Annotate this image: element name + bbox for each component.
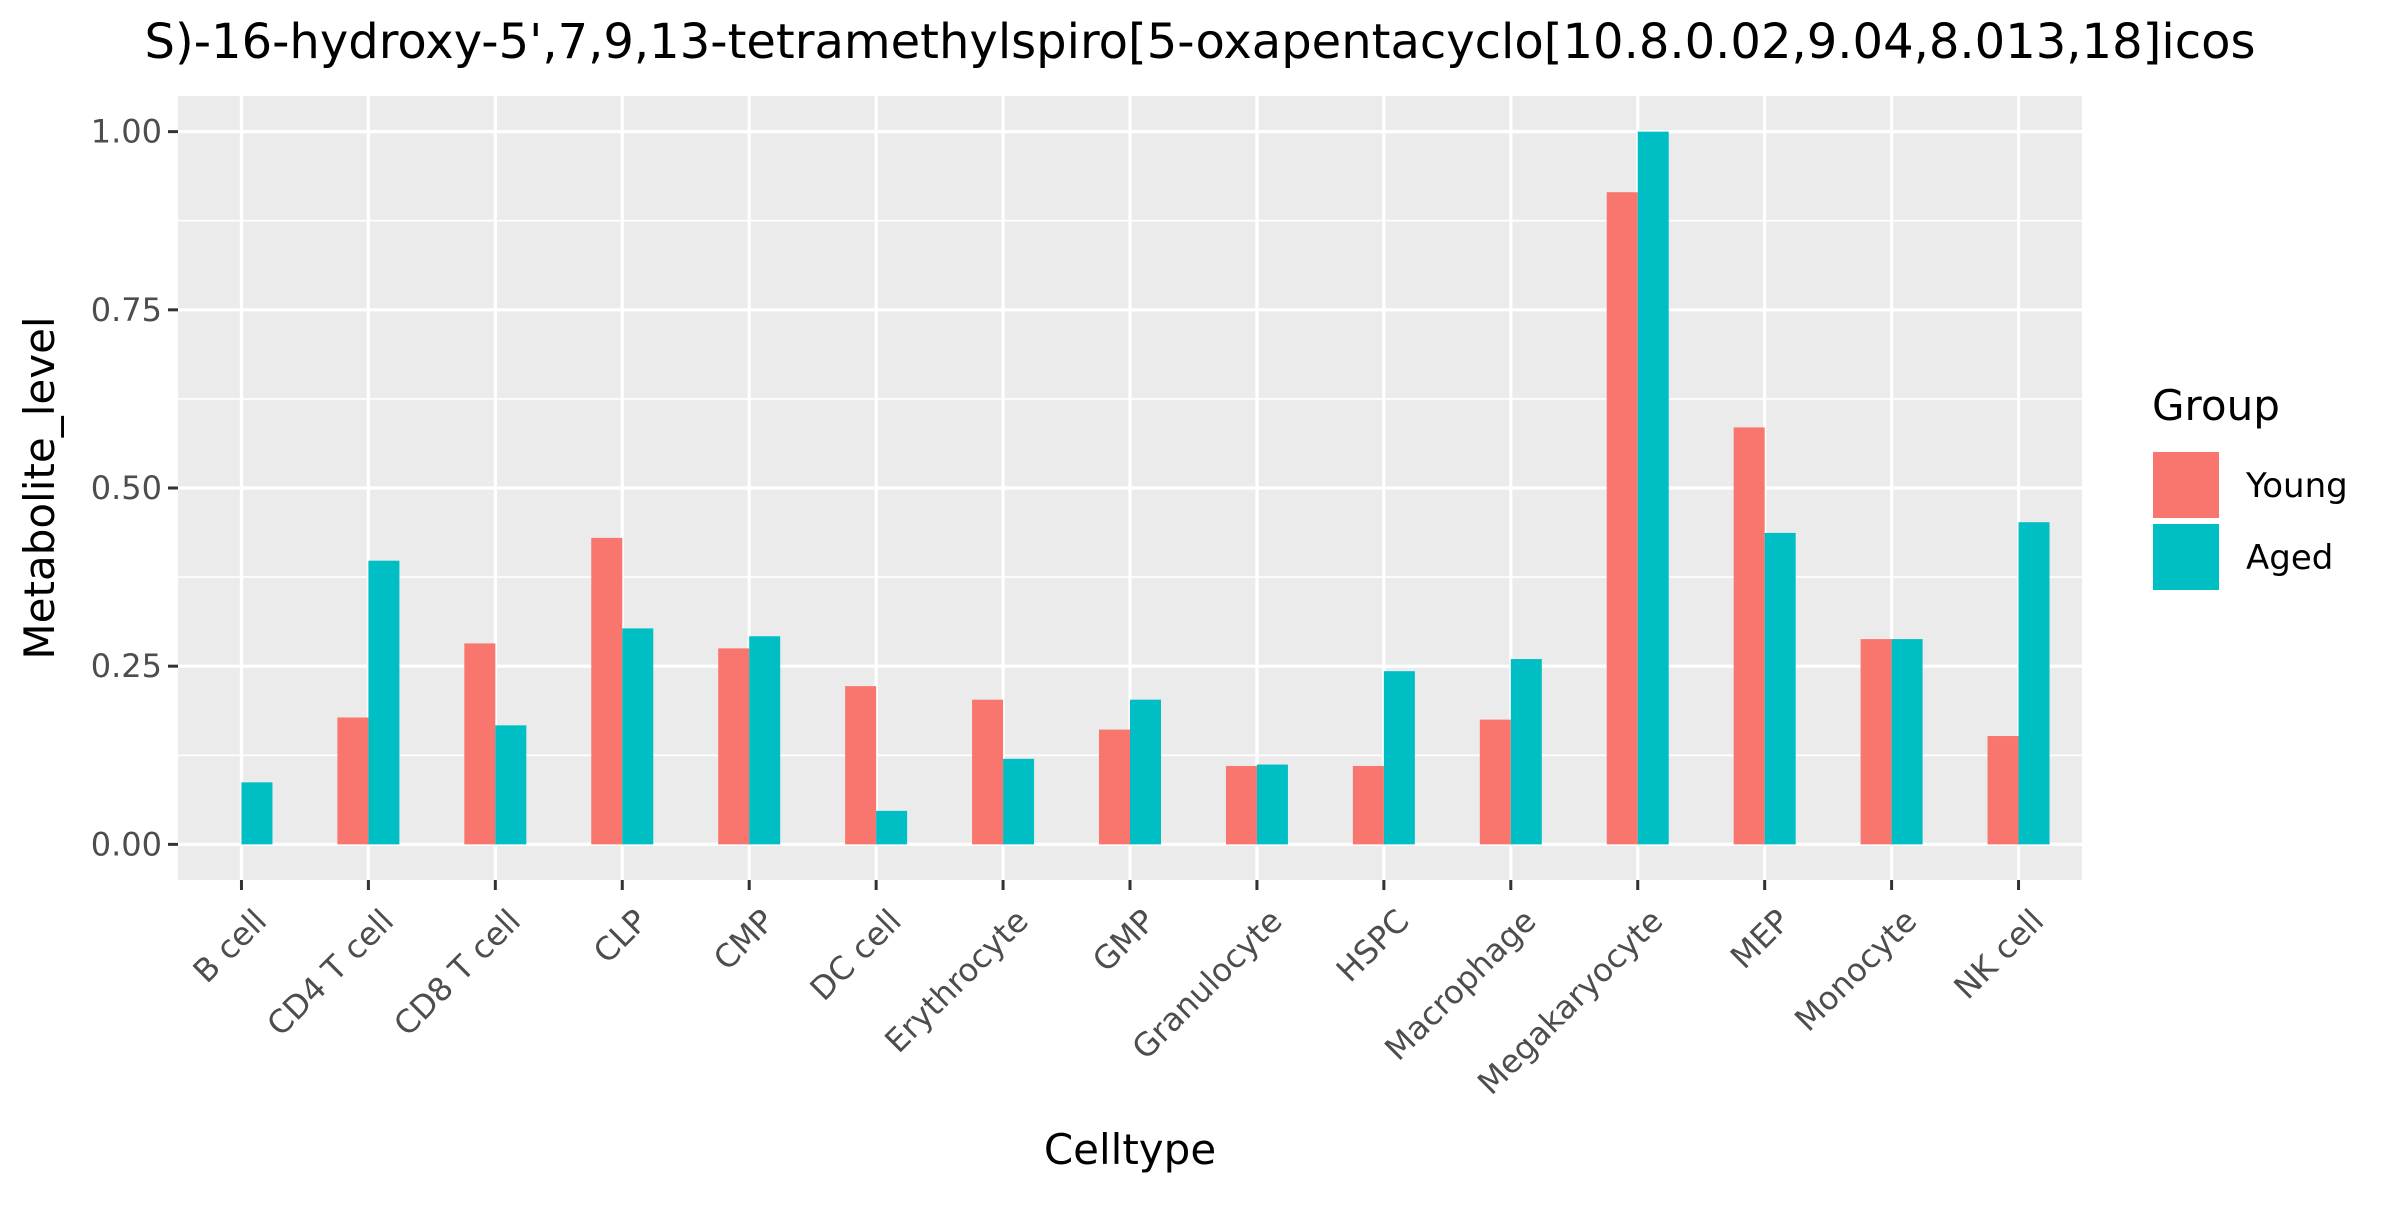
bars	[241, 131, 2050, 845]
bar-aged-megakaryocyte	[1637, 131, 1669, 845]
bar-young-erythrocyte	[972, 699, 1004, 845]
bar-aged-granulocyte	[1256, 764, 1288, 845]
bar-young-cmp	[718, 648, 750, 845]
bar-aged-nk-cell	[2018, 522, 2050, 845]
bar-aged-erythrocyte	[1003, 758, 1035, 845]
bar-aged-dc-cell	[876, 810, 908, 845]
bar-young-megakaryocyte	[1606, 192, 1638, 845]
x-tick-label: Monocyte	[1787, 902, 1924, 1039]
legend-title: Group	[2152, 381, 2280, 430]
y-tick-label: 0.00	[91, 825, 162, 863]
bar-young-clp	[591, 537, 623, 845]
x-tick-label: B cell	[186, 902, 275, 991]
bar-aged-cd8-t-cell	[495, 725, 527, 845]
y-axis-title: Metabolite_level	[15, 316, 64, 659]
x-tick-label: DC cell	[803, 902, 909, 1008]
legend-label-aged: Aged	[2246, 538, 2333, 578]
x-tick-label: CMP	[706, 902, 782, 978]
x-axis-title: Celltype	[1044, 1125, 1216, 1174]
chart-title: S)-16-hydroxy-5',7,9,13-tetramethylspiro…	[145, 14, 2256, 70]
x-tick-label: HSPC	[1329, 902, 1417, 990]
bar-young-hspc	[1352, 765, 1384, 845]
bar-aged-gmp	[1130, 699, 1161, 845]
bar-aged-clp	[622, 628, 654, 845]
bar-young-gmp	[1099, 729, 1130, 845]
bar-aged-cmp	[749, 636, 781, 845]
bar-young-cd4-t-cell	[337, 717, 369, 845]
legend-items: Young Aged	[2153, 452, 2348, 590]
x-tick-label: CD8 T cell	[386, 902, 528, 1044]
bar-aged-monocyte	[1891, 639, 1923, 845]
y-tick-label: 0.50	[91, 469, 162, 507]
x-tick-label: CD4 T cell	[259, 902, 401, 1044]
y-tick-label: 1.00	[91, 113, 162, 151]
x-tick-label: MEP	[1723, 902, 1797, 976]
bar-aged-macrophage	[1510, 659, 1542, 845]
legend: Group Young Aged	[2152, 381, 2348, 590]
legend-label-young: Young	[2245, 466, 2348, 506]
x-tick-label: NK cell	[1946, 902, 2051, 1007]
x-tick-label: GMP	[1085, 902, 1163, 980]
bar-young-cd8-t-cell	[464, 643, 496, 845]
bar-aged-b-cell	[241, 782, 273, 845]
bar-young-monocyte	[1860, 639, 1892, 845]
legend-key-aged	[2153, 524, 2219, 590]
bar-young-granulocyte	[1225, 765, 1257, 845]
bar-aged-mep	[1764, 532, 1796, 845]
bar-young-nk-cell	[1987, 736, 2019, 845]
y-tick-label: 0.25	[91, 647, 162, 685]
bar-young-macrophage	[1479, 719, 1511, 845]
bar-aged-hspc	[1383, 671, 1415, 845]
y-tick-label: 0.75	[91, 291, 162, 329]
legend-key-young	[2153, 452, 2219, 518]
bar-young-dc-cell	[845, 686, 877, 845]
x-tick-label: CLP	[586, 902, 655, 971]
bar-young-mep	[1733, 427, 1765, 845]
bar-aged-cd4-t-cell	[368, 560, 400, 845]
